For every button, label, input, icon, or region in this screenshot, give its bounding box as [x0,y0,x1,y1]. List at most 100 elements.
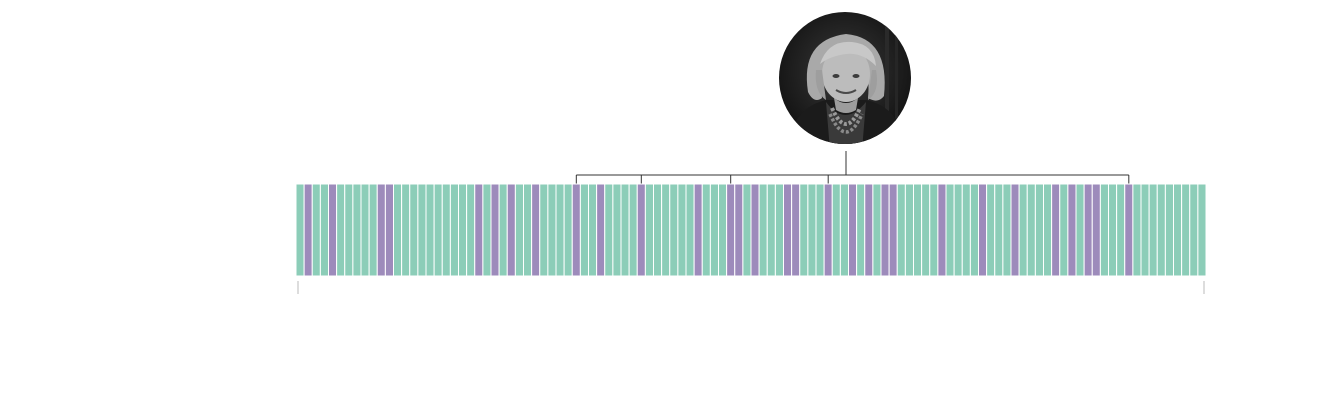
segment-highlighted [531,183,541,277]
segment-highlighted [791,183,801,277]
segment [344,183,354,277]
segment [563,183,573,277]
segment [709,183,720,277]
segment [701,183,711,277]
segment [1026,183,1036,277]
segment [1116,183,1126,277]
segment [628,183,638,277]
segment [1059,183,1069,277]
segment [815,183,825,277]
segment-highlighted [693,183,703,277]
segment-highlighted [750,183,760,277]
segment-highlighted [1051,183,1061,277]
segment [604,183,614,277]
segment-highlighted [937,183,947,277]
segment [742,183,752,277]
segment-highlighted [1083,183,1093,277]
segment [677,183,687,277]
segment-highlighted [1124,183,1134,277]
segment [986,183,996,277]
segment [653,183,663,277]
segment [417,183,427,277]
segment [961,183,971,277]
segment [1189,183,1199,277]
segment [807,183,817,277]
segment [1140,183,1150,277]
segment-highlighted [384,183,395,277]
segment [904,183,915,277]
segment [1099,183,1110,277]
segment-highlighted [848,183,858,277]
segment [1075,183,1085,277]
segment [433,183,443,277]
segment [718,183,728,277]
segment-highlighted [1010,183,1020,277]
segment [555,183,565,277]
segment [441,183,451,277]
segment [336,183,346,277]
segment [498,183,508,277]
segment-highlighted [474,183,484,277]
segment-highlighted [490,183,500,277]
segment [669,183,679,277]
segment [661,183,671,277]
segment [1018,183,1028,277]
segment [547,183,557,277]
axis-ticks [297,281,1205,294]
segment [409,183,419,277]
segment [588,183,598,277]
connector-lines [575,151,1130,188]
segment [393,183,403,277]
segment-highlighted [376,183,386,277]
segment [913,183,923,277]
segment [856,183,866,277]
segment-highlighted [303,183,313,277]
segment [612,183,622,277]
segment-highlighted [726,183,736,277]
segment-highlighted [1067,183,1077,277]
segment [579,183,590,277]
segment [368,183,378,277]
segment [1173,183,1183,277]
segment [969,183,980,277]
segment-highlighted [880,183,890,277]
segment [799,183,809,277]
segment-highlighted [888,183,898,277]
segment-highlighted [978,183,988,277]
segment [872,183,882,277]
segment-highlighted [783,183,793,277]
segment-strip [295,183,1207,277]
segment [1197,183,1207,277]
segment [1034,183,1045,277]
segment [1002,183,1012,277]
segment [685,183,695,277]
segment [1156,183,1166,277]
segment [929,183,939,277]
segment [831,183,841,277]
segment [482,183,492,277]
segment [514,183,525,277]
segment-highlighted [506,183,516,277]
segment [466,183,476,277]
segment [295,183,305,277]
segment-highlighted [571,183,581,277]
segment [458,183,468,277]
segment [319,183,330,277]
segment [758,183,768,277]
segment [523,183,533,277]
segment [994,183,1004,277]
segment [774,183,785,277]
segment [1132,183,1142,277]
segment-highlighted [328,183,338,277]
segment [449,183,460,277]
segment [896,183,906,277]
segment [620,183,630,277]
segment [311,183,321,277]
segment-highlighted [823,183,833,277]
segment [945,183,955,277]
segment [1164,183,1175,277]
segment [1148,183,1158,277]
segment [644,183,655,277]
segment-highlighted [734,183,744,277]
